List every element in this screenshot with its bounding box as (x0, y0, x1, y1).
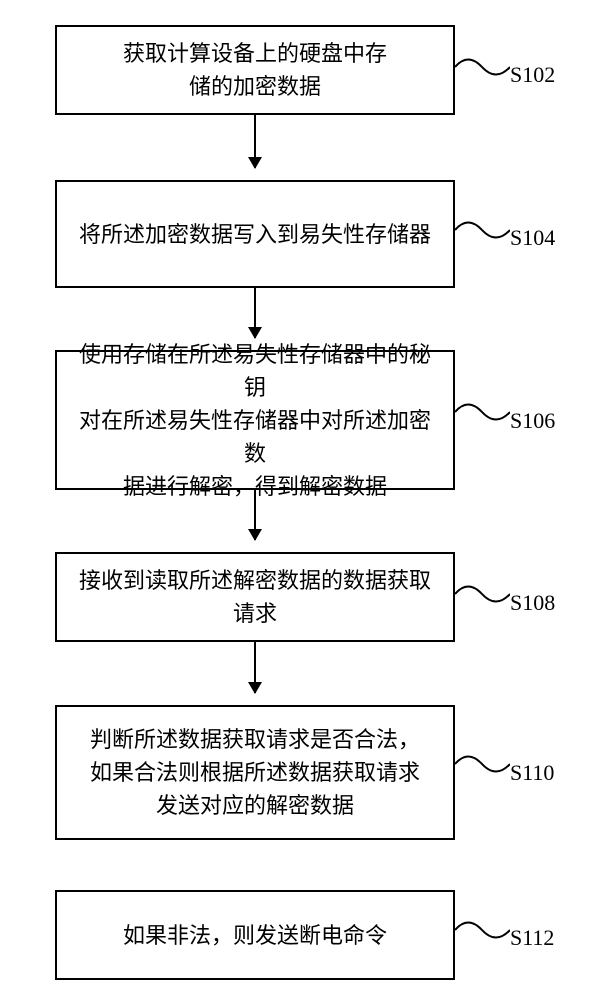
step-text-6: 如果非法，则发送断电命令 (123, 919, 387, 952)
wavy-connector-1 (455, 55, 510, 80)
arrow-2 (254, 288, 256, 338)
arrow-3 (254, 490, 256, 540)
wavy-connector-4 (455, 582, 510, 607)
step-text-4: 接收到读取所述解密数据的数据获取请求 (72, 564, 438, 630)
step-label-4: S108 (510, 590, 555, 616)
arrow-1 (254, 115, 256, 168)
step-label-1: S102 (510, 62, 555, 88)
step-label-6: S112 (510, 925, 554, 951)
step-box-2: 将所述加密数据写入到易失性存储器 (55, 180, 455, 288)
step-box-4: 接收到读取所述解密数据的数据获取请求 (55, 552, 455, 642)
step-text-2: 将所述加密数据写入到易失性存储器 (79, 218, 431, 251)
arrow-4 (254, 642, 256, 693)
step-text-5: 判断所述数据获取请求是否合法， 如果合法则根据所述数据获取请求 发送对应的解密数… (90, 723, 420, 822)
flowchart-container: 获取计算设备上的硬盘中存 储的加密数据 S102 将所述加密数据写入到易失性存储… (0, 0, 614, 1000)
step-label-2: S104 (510, 225, 555, 251)
wavy-connector-2 (455, 218, 510, 243)
step-box-3: 使用存储在所述易失性存储器中的秘钥 对在所述易失性存储器中对所述加密数 据进行解… (55, 350, 455, 490)
step-label-5: S110 (510, 760, 554, 786)
step-box-6: 如果非法，则发送断电命令 (55, 890, 455, 980)
wavy-connector-3 (455, 400, 510, 425)
wavy-connector-5 (455, 752, 510, 777)
step-text-1: 获取计算设备上的硬盘中存 储的加密数据 (123, 37, 387, 103)
step-label-3: S106 (510, 408, 555, 434)
step-text-3: 使用存储在所述易失性存储器中的秘钥 对在所述易失性存储器中对所述加密数 据进行解… (72, 338, 438, 503)
step-box-1: 获取计算设备上的硬盘中存 储的加密数据 (55, 25, 455, 115)
step-box-5: 判断所述数据获取请求是否合法， 如果合法则根据所述数据获取请求 发送对应的解密数… (55, 705, 455, 840)
wavy-connector-6 (455, 918, 510, 943)
